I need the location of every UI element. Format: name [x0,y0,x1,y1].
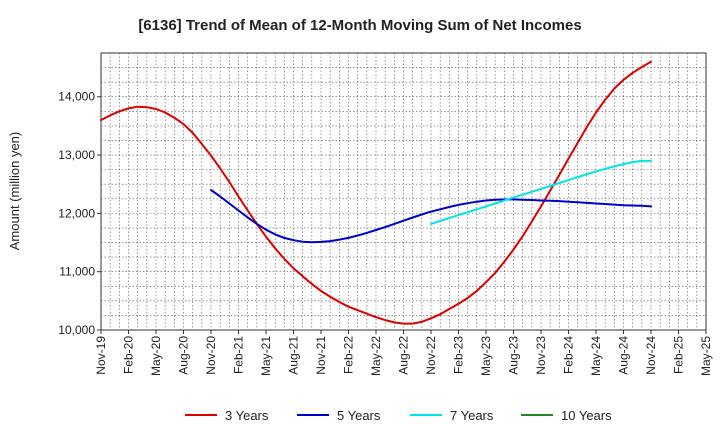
x-tick-label: Feb-20 [122,336,136,374]
series-line-3-years [100,60,652,325]
x-tick-label: Nov-23 [534,336,548,375]
y-tick-label: 10,000 [58,323,95,337]
x-tick-label: May-24 [589,336,603,376]
legend-label: 10 Years [561,408,612,423]
y-tick-label: 12,000 [58,206,95,220]
chart-title: [6136] Trend of Mean of 12-Month Moving … [138,17,581,34]
y-axis-label: Amount (million yen) [7,132,22,251]
y-tick-label: 14,000 [58,90,95,104]
legend-item: 10 Years [521,408,612,423]
x-tick-label: Aug-24 [617,336,631,375]
x-axis-ticks: Nov-19 Feb-20 May-20 Aug-20 Nov-20 Feb-21 May-… [94,330,713,376]
x-tick-label: Nov-21 [314,336,328,375]
x-tick-label: Nov-19 [94,336,108,375]
horizontal-gridlines [101,67,706,316]
x-tick-label: May-20 [149,336,163,376]
x-tick-label: Aug-22 [397,336,411,375]
x-tick-label: Nov-20 [204,336,218,375]
x-tick-label: Aug-21 [287,336,301,375]
legend-label: 7 Years [450,408,494,423]
y-tick-label: 13,000 [58,148,95,162]
x-tick-label: May-25 [699,336,713,376]
x-tick-label: Feb-23 [452,336,466,374]
vertical-gridlines [109,53,698,330]
x-tick-label: May-22 [369,336,383,376]
series-line-7-years [430,159,652,225]
x-tick-label: Feb-24 [562,336,576,374]
series-line-5-years [210,189,652,244]
legend-label: 5 Years [337,408,381,423]
legend: 3 Years 5 Years 7 Years 10 Years [185,408,612,423]
x-tick-label: Feb-25 [672,336,686,374]
y-axis-ticks: 10,000 11,000 12,000 13,000 14,000 [58,90,101,337]
x-tick-label: Aug-23 [507,336,521,375]
series-layer [100,60,652,325]
x-tick-label: May-23 [479,336,493,376]
y-tick-label: 11,000 [59,265,95,279]
legend-item: 7 Years [410,408,494,423]
x-tick-label: Feb-21 [232,336,246,374]
x-tick-label: Feb-22 [342,336,356,374]
legend-item: 5 Years [297,408,381,423]
legend-label: 3 Years [225,408,269,423]
x-tick-label: Nov-22 [424,336,438,375]
x-tick-label: Nov-24 [644,336,658,375]
legend-item: 3 Years [185,408,269,423]
x-tick-label: Aug-20 [177,336,191,375]
x-tick-label: May-21 [259,336,273,376]
